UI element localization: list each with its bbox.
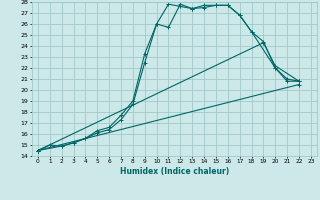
X-axis label: Humidex (Indice chaleur): Humidex (Indice chaleur) (120, 167, 229, 176)
